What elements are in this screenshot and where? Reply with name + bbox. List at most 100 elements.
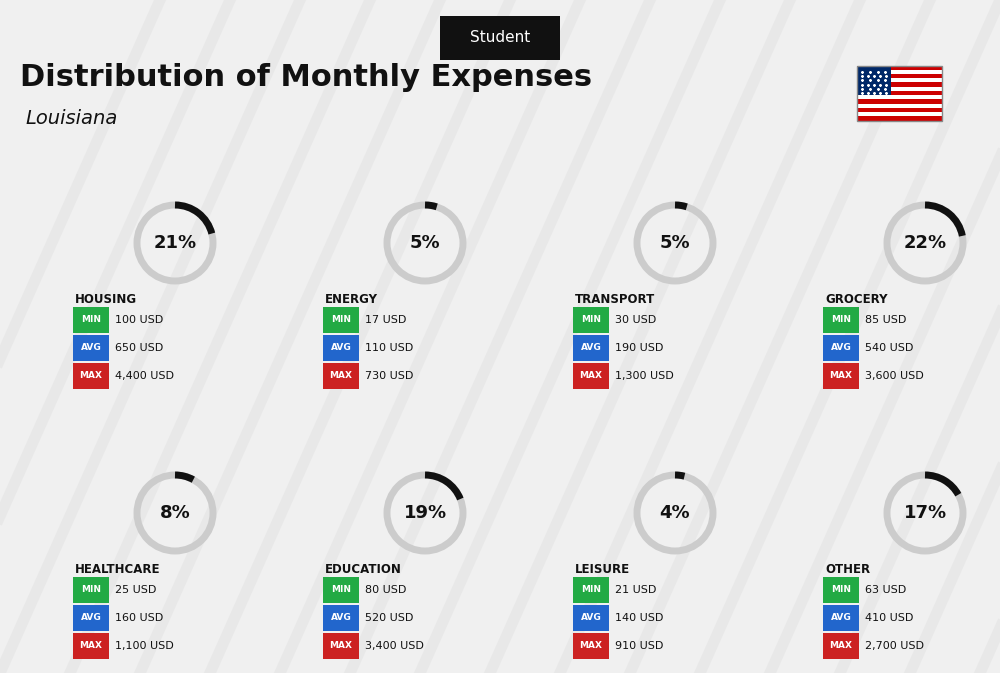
Text: GROCERY: GROCERY — [825, 293, 888, 306]
Text: 4,400 USD: 4,400 USD — [115, 371, 174, 381]
Text: LEISURE: LEISURE — [575, 563, 630, 576]
Text: MIN: MIN — [81, 586, 101, 594]
Text: 140 USD: 140 USD — [615, 613, 663, 623]
Text: 160 USD: 160 USD — [115, 613, 163, 623]
FancyBboxPatch shape — [857, 91, 942, 95]
FancyBboxPatch shape — [323, 363, 359, 389]
FancyBboxPatch shape — [323, 577, 359, 603]
FancyBboxPatch shape — [323, 307, 359, 333]
Text: HOUSING: HOUSING — [75, 293, 137, 306]
FancyBboxPatch shape — [573, 605, 609, 631]
Text: 730 USD: 730 USD — [365, 371, 413, 381]
FancyBboxPatch shape — [573, 633, 609, 659]
Text: 410 USD: 410 USD — [865, 613, 913, 623]
Text: AVG: AVG — [331, 343, 351, 353]
Text: EDUCATION: EDUCATION — [325, 563, 402, 576]
Text: 540 USD: 540 USD — [865, 343, 913, 353]
Text: 22%: 22% — [903, 234, 947, 252]
FancyBboxPatch shape — [323, 335, 359, 361]
Text: 5%: 5% — [410, 234, 440, 252]
FancyBboxPatch shape — [857, 95, 942, 100]
FancyBboxPatch shape — [857, 65, 892, 95]
Text: MAX: MAX — [330, 641, 352, 651]
FancyBboxPatch shape — [573, 577, 609, 603]
FancyBboxPatch shape — [857, 87, 942, 91]
FancyBboxPatch shape — [73, 633, 109, 659]
Text: MAX: MAX — [580, 371, 602, 380]
Text: MIN: MIN — [81, 316, 101, 324]
Text: 85 USD: 85 USD — [865, 315, 906, 325]
Text: 21%: 21% — [153, 234, 197, 252]
FancyBboxPatch shape — [440, 16, 560, 60]
Text: AVG: AVG — [831, 343, 851, 353]
FancyBboxPatch shape — [857, 100, 942, 104]
Text: HEALTHCARE: HEALTHCARE — [75, 563, 160, 576]
Text: AVG: AVG — [81, 343, 101, 353]
FancyBboxPatch shape — [823, 363, 859, 389]
Text: AVG: AVG — [831, 614, 851, 623]
FancyBboxPatch shape — [573, 335, 609, 361]
Text: ENERGY: ENERGY — [325, 293, 378, 306]
Text: MAX: MAX — [330, 371, 352, 380]
Text: 520 USD: 520 USD — [365, 613, 413, 623]
Text: MIN: MIN — [331, 586, 351, 594]
Text: 1,300 USD: 1,300 USD — [615, 371, 674, 381]
FancyBboxPatch shape — [857, 74, 942, 78]
FancyBboxPatch shape — [73, 307, 109, 333]
Text: 17%: 17% — [903, 504, 947, 522]
FancyBboxPatch shape — [857, 65, 942, 70]
Text: MIN: MIN — [831, 586, 851, 594]
Text: 3,400 USD: 3,400 USD — [365, 641, 424, 651]
Text: 19%: 19% — [403, 504, 447, 522]
Text: 2,700 USD: 2,700 USD — [865, 641, 924, 651]
FancyBboxPatch shape — [857, 104, 942, 108]
Text: 650 USD: 650 USD — [115, 343, 163, 353]
Text: OTHER: OTHER — [825, 563, 870, 576]
Text: MIN: MIN — [581, 586, 601, 594]
FancyBboxPatch shape — [857, 108, 942, 112]
Text: AVG: AVG — [331, 614, 351, 623]
FancyBboxPatch shape — [573, 363, 609, 389]
Text: Louisiana: Louisiana — [25, 108, 117, 127]
FancyBboxPatch shape — [823, 605, 859, 631]
Text: 5%: 5% — [660, 234, 690, 252]
Text: 3,600 USD: 3,600 USD — [865, 371, 924, 381]
FancyBboxPatch shape — [857, 78, 942, 82]
FancyBboxPatch shape — [73, 335, 109, 361]
FancyBboxPatch shape — [73, 577, 109, 603]
Text: 4%: 4% — [660, 504, 690, 522]
FancyBboxPatch shape — [823, 577, 859, 603]
Text: MAX: MAX — [80, 371, 103, 380]
Text: 910 USD: 910 USD — [615, 641, 663, 651]
Text: MAX: MAX — [580, 641, 602, 651]
FancyBboxPatch shape — [823, 633, 859, 659]
Text: MAX: MAX — [80, 641, 103, 651]
Text: MIN: MIN — [831, 316, 851, 324]
Text: TRANSPORT: TRANSPORT — [575, 293, 655, 306]
Text: AVG: AVG — [581, 343, 601, 353]
Text: MAX: MAX — [830, 641, 852, 651]
Text: 21 USD: 21 USD — [615, 585, 656, 595]
FancyBboxPatch shape — [857, 112, 942, 116]
Text: 110 USD: 110 USD — [365, 343, 413, 353]
FancyBboxPatch shape — [573, 307, 609, 333]
Text: 80 USD: 80 USD — [365, 585, 406, 595]
Text: 100 USD: 100 USD — [115, 315, 163, 325]
Text: 63 USD: 63 USD — [865, 585, 906, 595]
Text: 190 USD: 190 USD — [615, 343, 663, 353]
FancyBboxPatch shape — [857, 82, 942, 87]
FancyBboxPatch shape — [823, 307, 859, 333]
Text: MIN: MIN — [581, 316, 601, 324]
Text: 30 USD: 30 USD — [615, 315, 656, 325]
Text: AVG: AVG — [581, 614, 601, 623]
Text: MAX: MAX — [830, 371, 852, 380]
Text: 17 USD: 17 USD — [365, 315, 406, 325]
Text: AVG: AVG — [81, 614, 101, 623]
Text: 25 USD: 25 USD — [115, 585, 156, 595]
FancyBboxPatch shape — [323, 633, 359, 659]
FancyBboxPatch shape — [323, 605, 359, 631]
FancyBboxPatch shape — [823, 335, 859, 361]
FancyBboxPatch shape — [73, 605, 109, 631]
Text: MIN: MIN — [331, 316, 351, 324]
Text: 8%: 8% — [160, 504, 190, 522]
